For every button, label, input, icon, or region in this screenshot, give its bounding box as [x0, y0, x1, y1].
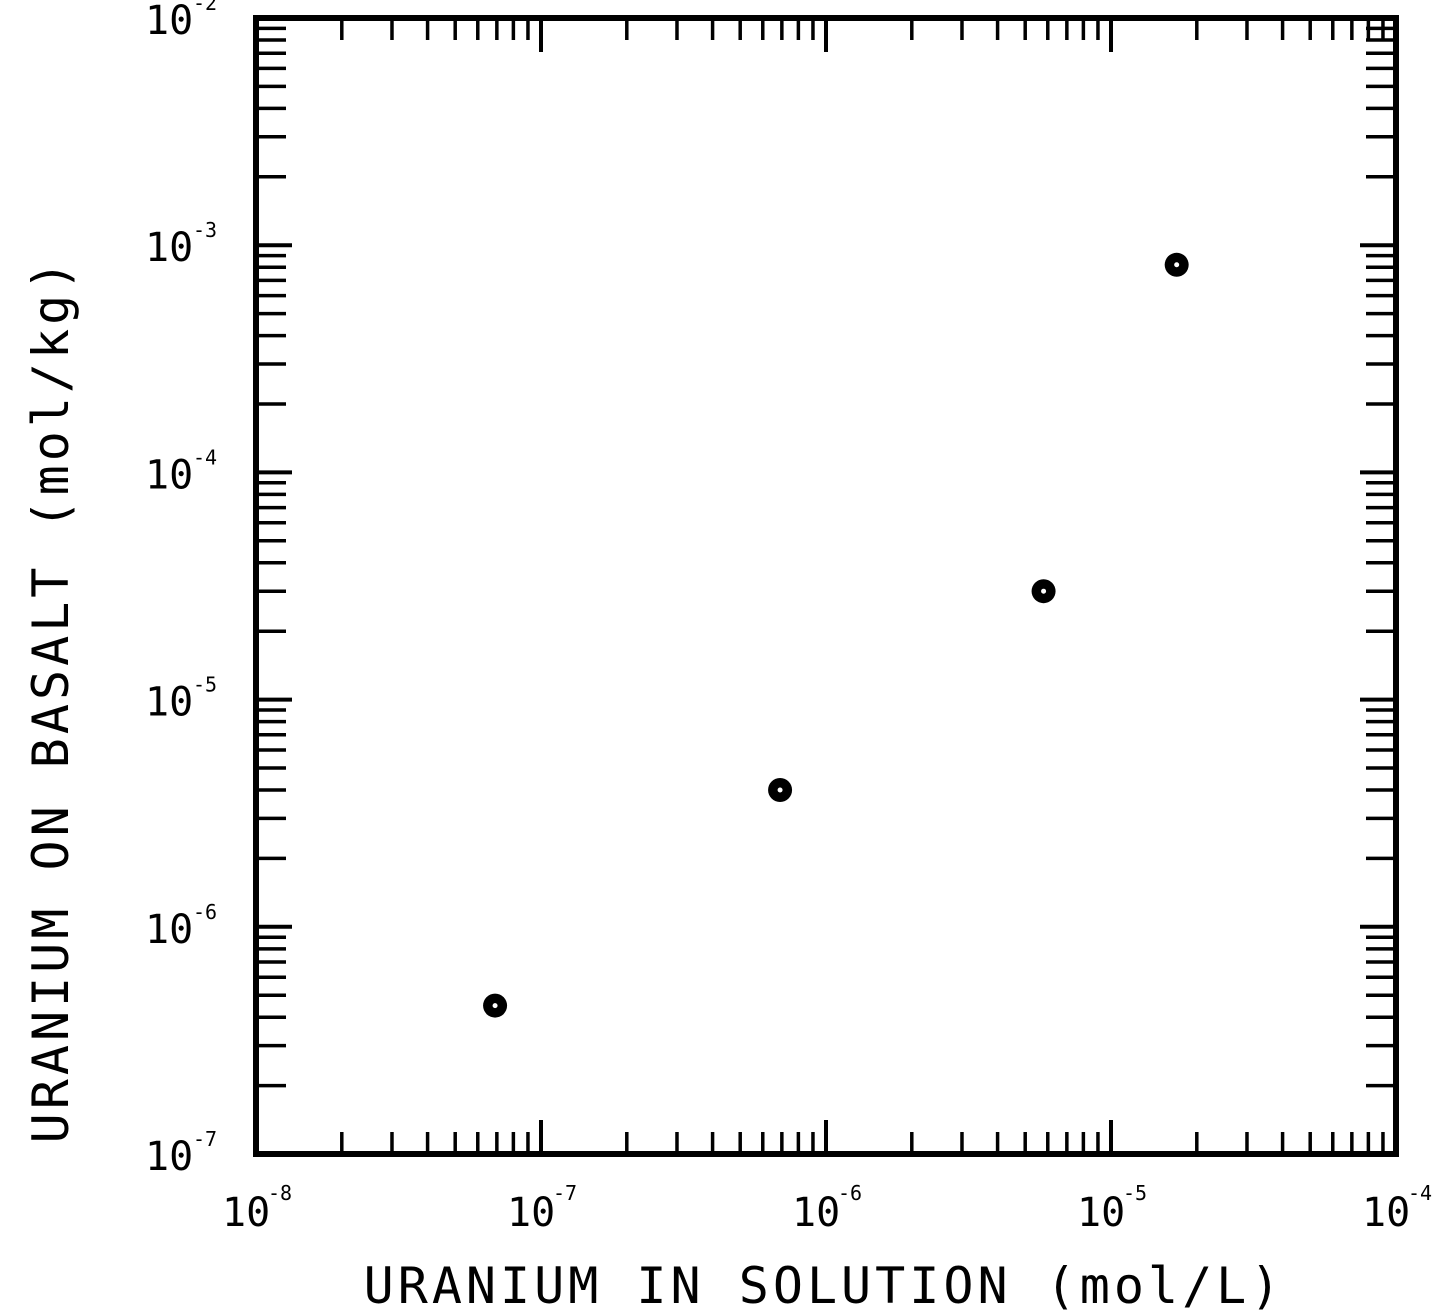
- x-tick-label-base: 10: [792, 1190, 840, 1236]
- y-tick-label: 10 -2: [145, 0, 217, 44]
- y-tick-label-exponent: -6: [193, 900, 217, 924]
- x-tick-label-exponent: -6: [838, 1181, 862, 1205]
- x-tick-label-base: 10: [507, 1190, 555, 1236]
- x-tick-labels: 10-8 10-7 10-6 10-5 10-4: [222, 1181, 1432, 1236]
- x-tick-label-exponent: -7: [553, 1181, 577, 1205]
- y-axis-title: URANIUM ON BASALT (mol/kg): [22, 257, 80, 1144]
- y-tick-label-base: 10: [145, 1134, 193, 1180]
- y-tick-label: 10 -7: [145, 1127, 217, 1180]
- data-point-center: [1041, 588, 1047, 594]
- x-tick-label: 10-6: [792, 1181, 862, 1236]
- y-tick-label-base: 10: [145, 0, 193, 44]
- x-tick-label-base: 10: [222, 1190, 270, 1236]
- y-tick-label-base: 10: [145, 680, 193, 726]
- y-tick-label-base: 10: [145, 452, 193, 498]
- y-tick-label-base: 10: [145, 907, 193, 953]
- data-point-center: [492, 1003, 498, 1009]
- x-tick-label: 10-4: [1362, 1181, 1432, 1236]
- y-tick-label-exponent: -5: [193, 673, 217, 697]
- y-tick-label-exponent: -2: [193, 0, 217, 15]
- y-tick-label: 10 -5: [145, 673, 217, 726]
- y-tick-labels: 10-710-610-510-410-310-2: [145, 0, 217, 1180]
- major-ticks: [254, 16, 1398, 1156]
- y-tick-label-base: 10: [145, 225, 193, 271]
- y-tick-label-exponent: -7: [193, 1127, 217, 1151]
- y-tick-label-exponent: -4: [193, 445, 217, 469]
- x-tick-label: 10-8: [222, 1181, 292, 1236]
- plot-frame: [253, 15, 1399, 1157]
- x-tick-label-exponent: -4: [1408, 1181, 1432, 1205]
- minor-ticks: [256, 18, 1396, 1154]
- y-tick-label: 10 -3: [145, 218, 217, 271]
- data-point-center: [1174, 262, 1180, 268]
- y-tick-label-exponent: -3: [193, 218, 217, 242]
- x-tick-label-exponent: -8: [268, 1181, 292, 1205]
- data-point-center: [777, 787, 783, 793]
- x-tick-label-base: 10: [1077, 1190, 1125, 1236]
- x-tick-label-base: 10: [1362, 1190, 1410, 1236]
- x-tick-label-exponent: -5: [1123, 1181, 1147, 1205]
- data-points: [483, 252, 1189, 1018]
- y-tick-label: 10 -4: [145, 445, 217, 498]
- x-tick-label: 10-5: [1077, 1181, 1147, 1236]
- x-tick-label: 10-7: [507, 1181, 577, 1236]
- y-tick-label: 10 -6: [145, 900, 217, 953]
- x-axis-title: URANIUM IN SOLUTION (mol/L): [364, 1257, 1285, 1313]
